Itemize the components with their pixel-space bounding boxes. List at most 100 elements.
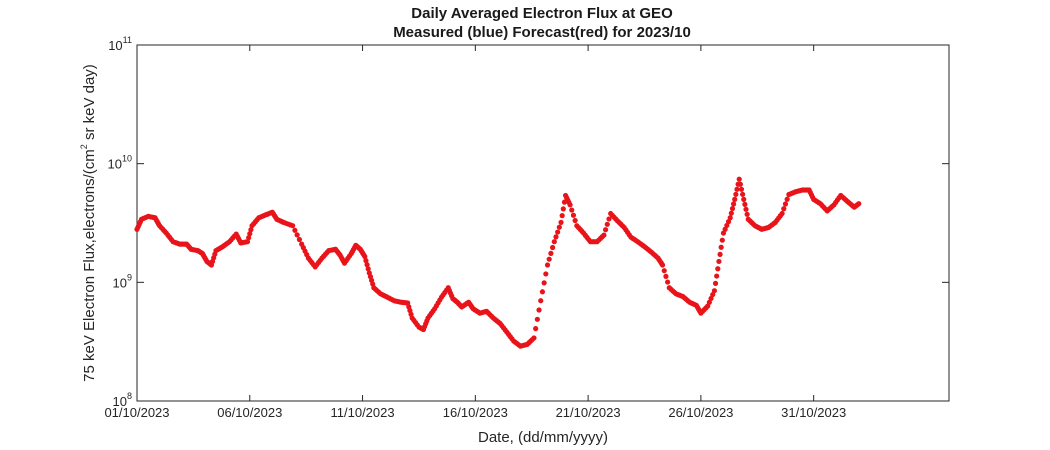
- data-point: [543, 271, 549, 277]
- x-tick-label: 16/10/2023: [443, 405, 508, 420]
- y-tick-exponent: 10: [122, 154, 132, 164]
- data-point: [534, 316, 540, 322]
- y-axis-label-tail: sr keV day): [81, 64, 98, 144]
- data-point: [779, 210, 785, 217]
- data-point: [570, 212, 577, 218]
- x-tick-label: 11/10/2023: [331, 405, 395, 420]
- data-point: [538, 298, 544, 304]
- x-tick-label: 21/10/2023: [556, 405, 621, 420]
- data-point: [553, 234, 559, 240]
- data-point: [548, 250, 554, 256]
- data-point: [714, 273, 720, 279]
- data-point: [718, 244, 724, 250]
- data-point: [292, 227, 298, 233]
- data-point: [556, 224, 562, 230]
- data-point: [365, 266, 371, 272]
- data-point: [712, 280, 719, 286]
- x-tick-label: 26/10/2023: [668, 405, 733, 420]
- y-tick-exponent: 9: [127, 272, 132, 282]
- y-tick-base: 10: [113, 275, 127, 290]
- data-point: [539, 289, 546, 295]
- forecast-series: [134, 176, 862, 349]
- data-point: [733, 191, 739, 197]
- data-point: [363, 258, 369, 264]
- y-tick-label: 1011: [108, 35, 132, 53]
- x-axis-label: Date, (dd/mm/yyyy): [478, 429, 608, 446]
- data-point: [661, 268, 667, 274]
- data-point: [781, 206, 787, 212]
- data-point: [551, 239, 557, 245]
- data-point: [730, 201, 737, 207]
- y-tick-base: 10: [113, 394, 127, 409]
- data-point: [572, 217, 578, 224]
- chart-subtitle: Measured (blue) Forecast(red) for 2023/1…: [393, 24, 691, 41]
- y-tick-label: 108: [113, 391, 132, 409]
- data-point: [734, 186, 740, 192]
- data-point: [715, 266, 721, 272]
- data-point: [737, 181, 743, 187]
- data-point: [659, 262, 666, 268]
- data-point: [719, 237, 725, 243]
- data-point: [560, 206, 566, 212]
- data-point: [549, 244, 556, 251]
- data-point: [559, 213, 565, 219]
- data-point: [729, 205, 736, 212]
- data-point: [533, 326, 539, 332]
- data-point: [364, 262, 370, 268]
- data-point: [744, 211, 750, 217]
- data-point: [569, 207, 575, 213]
- x-tick-label: 06/10/2023: [217, 405, 282, 420]
- data-point: [742, 201, 748, 207]
- data-point: [743, 206, 749, 212]
- data-point: [555, 229, 561, 235]
- data-point: [663, 273, 669, 279]
- y-axis-label-exponent: 2: [79, 144, 89, 149]
- x-tick-label: 01/10/2023: [104, 405, 169, 420]
- chart-title: Daily Averaged Electron Flux at GEO: [411, 5, 673, 22]
- data-point: [782, 201, 789, 207]
- plot-frame: [136, 44, 950, 402]
- data-point: [602, 227, 609, 233]
- data-point: [541, 280, 547, 286]
- data-point: [244, 239, 251, 245]
- data-point: [246, 235, 252, 241]
- data-point: [741, 196, 747, 202]
- data-point: [728, 210, 734, 216]
- data-point: [294, 232, 300, 238]
- data-point: [601, 232, 607, 238]
- data-point: [606, 216, 612, 222]
- data-point: [716, 258, 722, 265]
- y-tick-label: 109: [113, 272, 132, 290]
- data-point: [536, 307, 542, 313]
- x-axis: 01/10/2023 06/10/2023 11/10/2023 16/10/2023…: [104, 45, 846, 420]
- data-point: [247, 231, 253, 237]
- data-point: [296, 236, 302, 243]
- data-point: [736, 176, 742, 182]
- y-tick-label: 1010: [108, 154, 132, 172]
- y-tick-exponent: 8: [127, 391, 132, 401]
- data-point: [856, 201, 862, 207]
- data-point: [665, 279, 671, 285]
- y-tick-base: 10: [108, 157, 122, 172]
- data-point: [738, 186, 745, 192]
- data-point: [248, 227, 254, 233]
- data-point: [558, 219, 564, 225]
- data-point: [546, 256, 552, 262]
- data-point: [531, 335, 537, 341]
- data-point: [784, 196, 790, 202]
- y-axis-label-main: 75 keV Electron Flux,electrons/(cm: [81, 149, 98, 382]
- data-point: [567, 202, 573, 208]
- data-point: [544, 262, 551, 268]
- data-point: [290, 223, 296, 229]
- y-tick-base: 10: [108, 38, 122, 53]
- x-tick-label: 31/10/2023: [781, 405, 846, 420]
- data-point: [740, 191, 746, 197]
- y-tick-exponent: 11: [123, 35, 132, 45]
- data-point: [711, 288, 718, 294]
- y-axis-label: 75 keV Electron Flux,electrons/(cm2 sr k…: [79, 64, 98, 382]
- data-point: [732, 196, 738, 202]
- data-point: [362, 253, 368, 260]
- data-point: [604, 221, 610, 227]
